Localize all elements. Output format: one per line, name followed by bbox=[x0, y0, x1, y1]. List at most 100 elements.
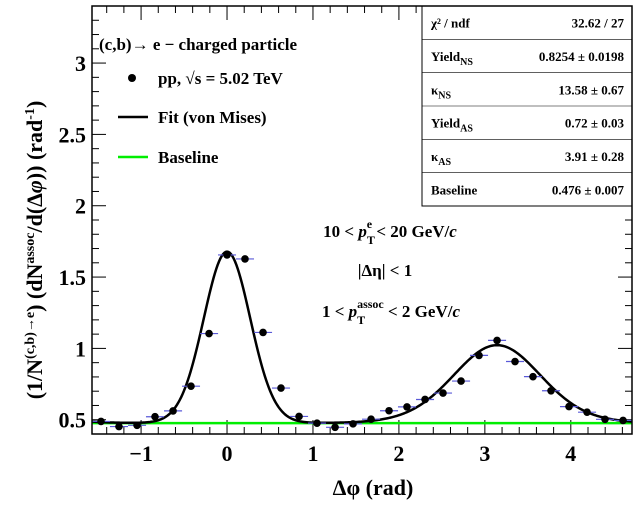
data-point-marker bbox=[475, 351, 483, 360]
y-axis-title: (1/N(c,b)→e) (dNassoc/d(Δφ)) (rad-1) bbox=[22, 101, 47, 400]
data-point bbox=[200, 329, 219, 338]
x-axis-ticks: −1 0 1 2 3 4 bbox=[106, 6, 623, 466]
x-tick-label: 4 bbox=[565, 441, 576, 466]
fit-stats-label: YieldAS bbox=[431, 116, 473, 135]
data-points bbox=[92, 251, 633, 432]
data-point bbox=[181, 382, 201, 391]
legend-item-baseline: Baseline bbox=[158, 148, 219, 167]
data-point-marker bbox=[583, 408, 591, 416]
fit-stats-label: κNS bbox=[431, 82, 451, 101]
data-point bbox=[235, 255, 255, 263]
data-point bbox=[416, 395, 435, 404]
fit-stats-value: 0.476 ± 0.007 bbox=[552, 182, 625, 197]
data-point-marker bbox=[205, 329, 213, 338]
data-point bbox=[488, 336, 507, 345]
plot-frame bbox=[91, 5, 633, 435]
data-point bbox=[109, 422, 129, 431]
data-point-marker bbox=[277, 384, 285, 392]
data-point bbox=[578, 408, 597, 416]
data-point-marker bbox=[133, 421, 141, 430]
data-point bbox=[595, 415, 615, 424]
legend-marker-icon bbox=[128, 74, 136, 82]
data-point bbox=[433, 389, 453, 397]
data-point-marker bbox=[313, 419, 321, 427]
data-point bbox=[559, 402, 579, 411]
data-point-marker bbox=[403, 403, 411, 411]
data-point-marker bbox=[547, 386, 555, 395]
data-point-marker bbox=[493, 336, 501, 345]
legend: (c,b)→ e − charged particle pp, √s = 5.0… bbox=[99, 35, 298, 167]
data-point bbox=[254, 328, 273, 337]
fit-stats-label: YieldNS bbox=[431, 49, 473, 68]
y-tick-label: 2.5 bbox=[59, 122, 87, 147]
data-point-marker bbox=[241, 255, 249, 263]
data-point bbox=[542, 386, 561, 395]
y-tick-label: 0.5 bbox=[59, 408, 87, 433]
fit-stats-label: κAS bbox=[431, 149, 451, 168]
data-point bbox=[217, 251, 237, 259]
data-point bbox=[523, 372, 543, 381]
annotation-delta-eta: |Δη| < 1 bbox=[358, 261, 413, 280]
kinematic-annotations: 10 < pTe < 20 GeV/c |Δη| < 1 1 < pTassoc… bbox=[322, 217, 460, 327]
y-tick-label: 2 bbox=[75, 194, 86, 219]
legend-item-data: pp, √s = 5.02 TeV bbox=[158, 69, 284, 88]
fit-stats-label: Baseline bbox=[431, 182, 477, 197]
data-point-marker bbox=[295, 412, 303, 421]
data-point-marker bbox=[619, 416, 627, 425]
data-point-marker bbox=[115, 422, 123, 431]
data-point-marker bbox=[169, 407, 177, 415]
y-tick-label: 3 bbox=[75, 51, 86, 76]
legend-item-fit: Fit (von Mises) bbox=[158, 108, 267, 127]
data-point bbox=[164, 407, 183, 415]
data-point bbox=[343, 420, 363, 428]
data-point bbox=[506, 357, 525, 366]
fit-stats-label: χ² / ndf bbox=[430, 16, 470, 31]
fit-stats-box: χ² / ndf 32.62 / 27 YieldNS 0.8254 ± 0.0198… bbox=[421, 5, 633, 207]
data-point bbox=[614, 416, 633, 425]
y-axis-title-text: (1/N(c,b)→e) (dNassoc/d(Δφ)) (rad-1) bbox=[22, 101, 47, 400]
data-point bbox=[326, 423, 345, 432]
data-point bbox=[271, 384, 291, 392]
data-point-marker bbox=[367, 415, 375, 423]
x-tick-label: 3 bbox=[479, 441, 490, 466]
data-point-marker bbox=[331, 423, 339, 432]
data-point bbox=[145, 412, 165, 421]
x-axis-title: Δφ (rad) bbox=[333, 475, 414, 500]
data-point-marker bbox=[349, 420, 357, 428]
x-tick-label: 1 bbox=[307, 441, 318, 466]
data-point-marker bbox=[259, 328, 267, 337]
data-point-marker bbox=[151, 412, 159, 421]
data-point-marker bbox=[439, 389, 447, 397]
legend-header: (c,b)→ e − charged particle bbox=[99, 35, 298, 54]
x-tick-label: −1 bbox=[129, 441, 153, 466]
annotation-pt-electron: 10 < pTe < 20 GeV/c bbox=[323, 217, 457, 247]
fit-stats-value: 3.91 ± 0.28 bbox=[565, 149, 625, 164]
data-point bbox=[380, 406, 399, 415]
fit-stats-value: 0.72 ± 0.03 bbox=[565, 116, 625, 131]
fit-stats-value: 13.58 ± 0.67 bbox=[558, 82, 624, 97]
data-point-marker bbox=[565, 402, 573, 411]
data-point-marker bbox=[529, 372, 537, 381]
data-point bbox=[92, 417, 111, 426]
data-point-marker bbox=[223, 251, 231, 259]
data-point bbox=[307, 419, 327, 427]
annotation-pt-assoc: 1 < pTassoc < 2 GeV/c bbox=[322, 297, 460, 327]
data-point-marker bbox=[601, 415, 609, 424]
data-point-marker bbox=[421, 395, 429, 404]
x-tick-label: 0 bbox=[222, 441, 233, 466]
data-point-marker bbox=[457, 377, 465, 385]
data-point bbox=[128, 421, 147, 430]
data-point-marker bbox=[97, 417, 105, 426]
data-point-marker bbox=[187, 382, 195, 391]
fit-stats-value: 0.8254 ± 0.0198 bbox=[539, 49, 625, 64]
data-point bbox=[397, 403, 417, 411]
data-point bbox=[469, 351, 489, 360]
data-point bbox=[452, 377, 471, 385]
data-point bbox=[290, 412, 309, 421]
data-point bbox=[362, 415, 381, 423]
y-tick-label: 1.5 bbox=[59, 265, 87, 290]
data-point-marker bbox=[511, 357, 519, 366]
data-point-marker bbox=[385, 406, 393, 415]
